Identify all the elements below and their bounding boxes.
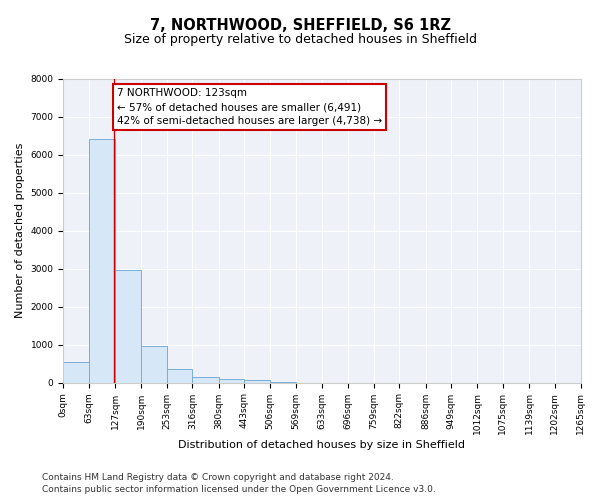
Bar bbox=[63, 362, 89, 382]
Text: Size of property relative to detached houses in Sheffield: Size of property relative to detached ho… bbox=[124, 32, 476, 46]
Bar bbox=[218, 379, 244, 382]
Text: Contains HM Land Registry data © Crown copyright and database right 2024.: Contains HM Land Registry data © Crown c… bbox=[42, 472, 394, 482]
Bar bbox=[89, 140, 115, 382]
Text: Contains public sector information licensed under the Open Government Licence v3: Contains public sector information licen… bbox=[42, 485, 436, 494]
Bar bbox=[244, 380, 270, 382]
Bar bbox=[141, 346, 167, 383]
Y-axis label: Number of detached properties: Number of detached properties bbox=[15, 143, 25, 318]
Text: 7 NORTHWOOD: 123sqm
← 57% of detached houses are smaller (6,491)
42% of semi-det: 7 NORTHWOOD: 123sqm ← 57% of detached ho… bbox=[117, 88, 382, 126]
Bar bbox=[167, 370, 193, 382]
X-axis label: Distribution of detached houses by size in Sheffield: Distribution of detached houses by size … bbox=[178, 440, 466, 450]
Text: 7, NORTHWOOD, SHEFFIELD, S6 1RZ: 7, NORTHWOOD, SHEFFIELD, S6 1RZ bbox=[149, 18, 451, 32]
Bar bbox=[193, 378, 218, 382]
Bar bbox=[115, 270, 141, 382]
